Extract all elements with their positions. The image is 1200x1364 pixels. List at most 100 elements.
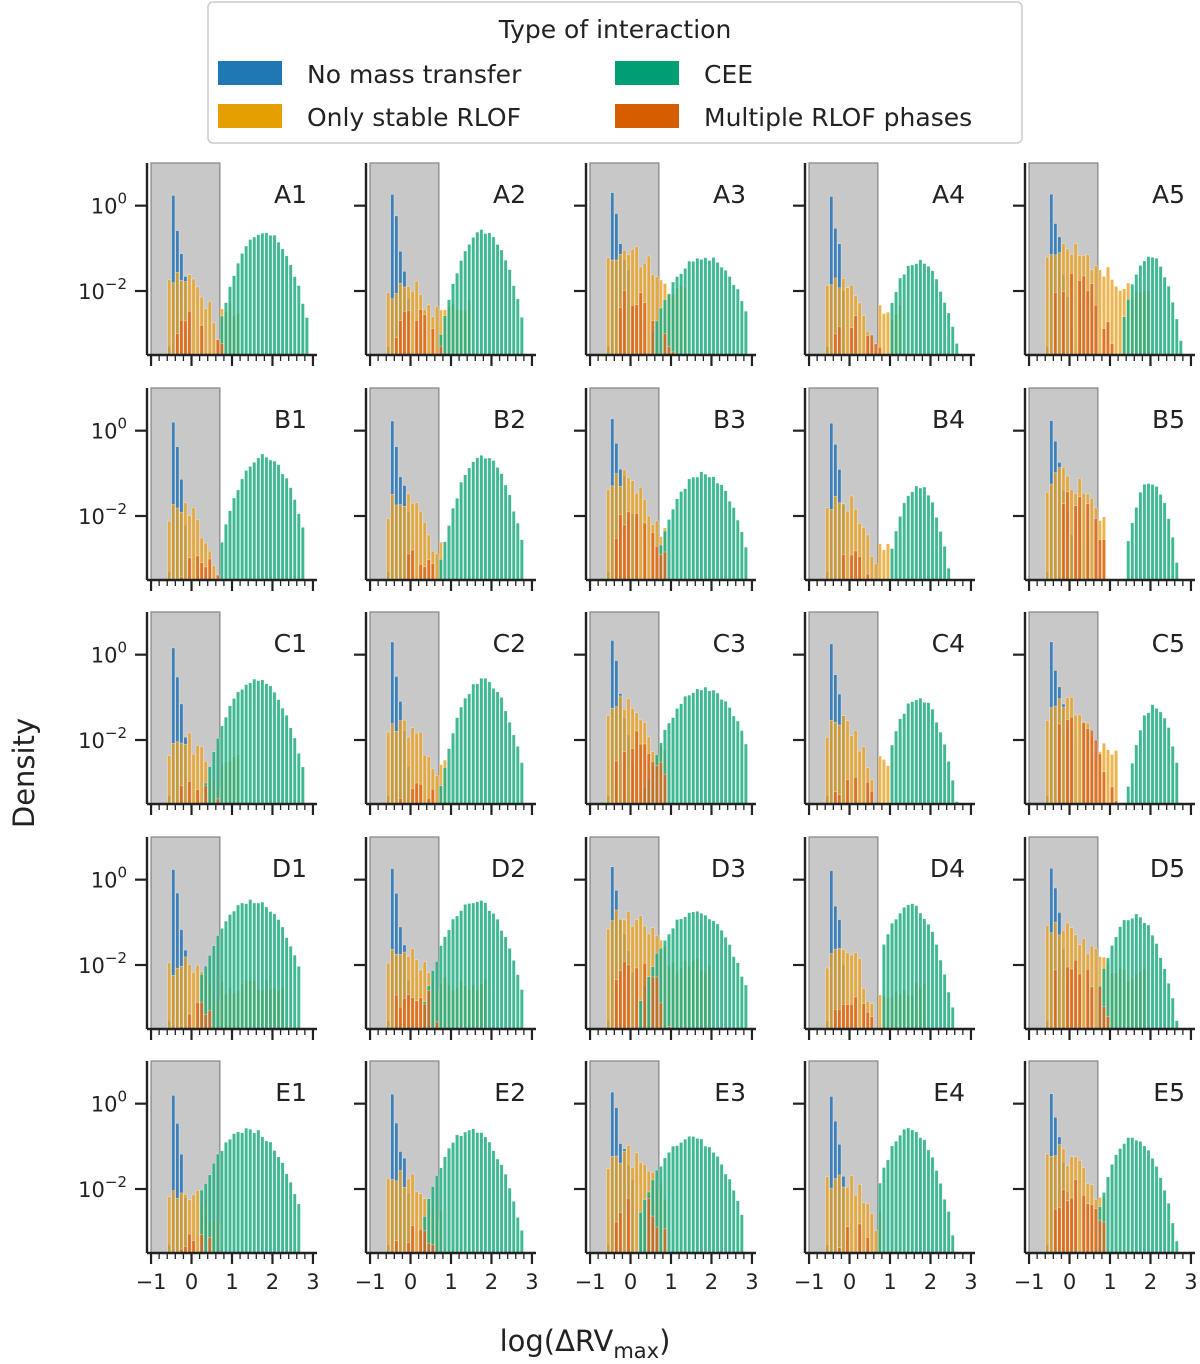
bar-cee <box>1130 283 1135 356</box>
bar-only-stable-rlof <box>386 292 391 356</box>
bar-cee <box>284 937 289 1030</box>
panel-b3: B3 <box>574 387 756 591</box>
bar-cee <box>739 976 744 1030</box>
panel-c3: C3 <box>574 611 756 815</box>
bar-only-stable-rlof <box>861 527 866 581</box>
bar-multiple-rlof <box>187 557 192 581</box>
bar-cee <box>292 499 297 581</box>
bar-cee <box>244 470 249 581</box>
bar-only-stable-rlof <box>869 556 874 581</box>
bar-only-stable-rlof <box>861 746 866 805</box>
histogram-bars <box>1045 193 1183 356</box>
bar-cee <box>1150 704 1155 805</box>
bar-cee <box>731 507 736 581</box>
bar-cee <box>1170 301 1175 356</box>
bar-cee <box>739 300 744 356</box>
x-tick-label: 2 <box>924 1270 937 1294</box>
bar-cee <box>1174 318 1179 356</box>
bar-cee <box>744 984 748 1030</box>
bar-only-stable-rlof <box>1049 707 1054 805</box>
bar-cee <box>430 1186 435 1254</box>
bar-only-stable-rlof <box>1081 938 1086 1030</box>
bar-cee <box>1106 1176 1110 1254</box>
bar-cee <box>926 702 931 805</box>
bar-cee <box>1122 1143 1127 1254</box>
bar-only-stable-rlof <box>610 920 615 1030</box>
bar-only-stable-rlof <box>841 278 846 356</box>
bar-cee <box>687 912 692 1030</box>
bar-cee <box>479 678 484 805</box>
bar-cee <box>691 476 696 581</box>
bar-cee <box>1130 1137 1135 1254</box>
x-tick-label: 2 <box>1144 1270 1157 1294</box>
bar-cee <box>950 326 955 356</box>
bar-cee <box>463 1131 468 1254</box>
bar-only-stable-rlof <box>175 1198 180 1254</box>
bar-cee <box>220 928 224 1030</box>
bar-multiple-rlof <box>1053 292 1058 356</box>
bar-multiple-rlof <box>1089 986 1094 1030</box>
legend: Type of interaction No mass transfer Onl… <box>207 1 1023 144</box>
bar-cee <box>930 502 935 581</box>
bar-cee <box>240 478 244 581</box>
bar-cee <box>691 692 696 805</box>
panel-e3: −1 0 1 2 3 E3 <box>574 1060 759 1294</box>
bar-multiple-rlof <box>418 783 423 805</box>
bar-multiple-rlof <box>1085 1203 1090 1254</box>
bar-cee <box>268 459 273 581</box>
bar-multiple-rlof <box>410 997 415 1030</box>
bar-cee <box>248 1128 253 1254</box>
bar-cee <box>1174 1020 1179 1030</box>
bar-only-stable-rlof <box>857 958 862 1030</box>
bar-cee <box>922 918 927 1030</box>
bar-cee <box>1162 276 1167 356</box>
bar-cee <box>914 485 919 581</box>
bar-cee <box>703 257 708 356</box>
x-tick-label: −1 <box>136 1270 167 1294</box>
bar-cee <box>703 473 708 581</box>
bar-cee <box>471 461 476 581</box>
y-tick-exponent: 0 <box>117 864 127 882</box>
x-axis-title-close: ) <box>659 1324 670 1358</box>
bar-cee <box>926 265 931 356</box>
bar-only-stable-rlof <box>183 1194 188 1254</box>
bar-cee <box>228 1138 232 1254</box>
bar-cee <box>240 253 244 356</box>
bar-cee <box>434 1175 439 1254</box>
bar-cee <box>491 913 496 1030</box>
bar-cee <box>292 954 297 1030</box>
bar-only-stable-rlof <box>1073 243 1078 356</box>
bar-multiple-rlof <box>865 1011 870 1030</box>
bar-cee <box>744 546 748 581</box>
bar-cee <box>910 903 915 1030</box>
bar-cee <box>671 281 675 356</box>
bar-cee <box>479 455 484 581</box>
bar-cee <box>228 286 232 356</box>
bar-only-stable-rlof <box>861 1202 866 1254</box>
bar-cee <box>1150 1158 1155 1254</box>
bar-cee <box>471 237 476 356</box>
bar-only-stable-rlof <box>171 975 176 1030</box>
bar-cee <box>1166 518 1171 581</box>
bar-only-stable-rlof <box>886 311 890 356</box>
bar-cee <box>475 231 480 356</box>
bar-cee <box>918 259 923 356</box>
bar-cee <box>1130 522 1135 581</box>
bar-cee <box>723 701 728 805</box>
bar-only-stable-rlof <box>841 1186 846 1254</box>
bar-only-stable-rlof <box>1057 934 1062 1030</box>
bar-cee <box>719 484 724 581</box>
shaded-region <box>808 162 879 356</box>
bar-cee <box>1162 717 1167 805</box>
panel-label-d2: D2 <box>491 854 526 883</box>
bar-cee <box>894 918 898 1030</box>
bar-multiple-rlof <box>634 513 639 581</box>
y-tick-label: 10−2 <box>78 500 127 529</box>
bar-cee <box>898 718 902 805</box>
bar-multiple-rlof <box>1085 728 1090 805</box>
bar-cee <box>930 270 935 356</box>
bar-only-stable-rlof <box>873 563 878 581</box>
bar-multiple-rlof <box>215 339 220 356</box>
bar-cee <box>735 288 740 356</box>
bar-cee <box>483 902 488 1030</box>
